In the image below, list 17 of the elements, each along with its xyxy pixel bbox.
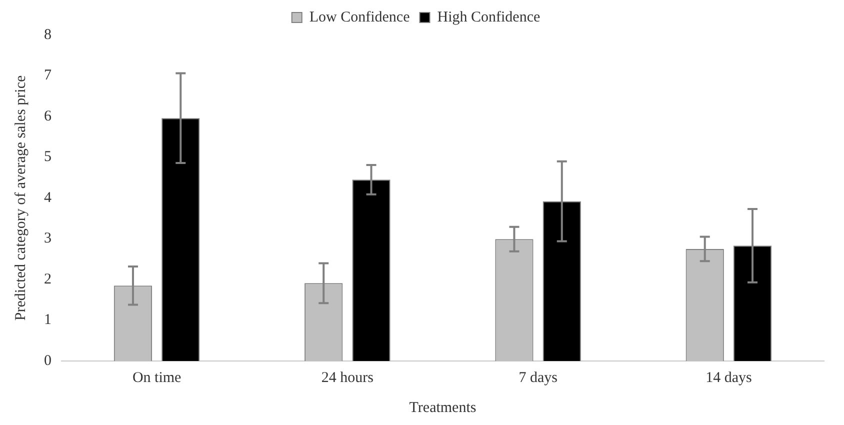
legend-label: High Confidence [437,9,540,26]
y-tick-label: 3 [44,230,52,247]
legend-label: Low Confidence [309,9,410,26]
y-tick-label: 7 [44,68,52,84]
x-axis-title: Treatments [409,400,476,416]
y-tick-label: 2 [44,271,52,288]
y-tick-label: 6 [44,108,52,124]
y-tick-label: 4 [44,190,52,206]
x-tick-label: 7 days [518,370,558,386]
y-tick-label: 5 [44,149,52,166]
y-tick-label: 1 [44,312,52,328]
y-axis-title: Predicted category of average sales price [12,75,29,321]
x-tick-label: 24 hours [321,370,374,386]
x-tick-label: 14 days [706,370,752,386]
y-tick-label: 0 [44,352,52,369]
y-tick-label: 8 [44,26,52,43]
x-tick-label: On time [132,370,182,386]
